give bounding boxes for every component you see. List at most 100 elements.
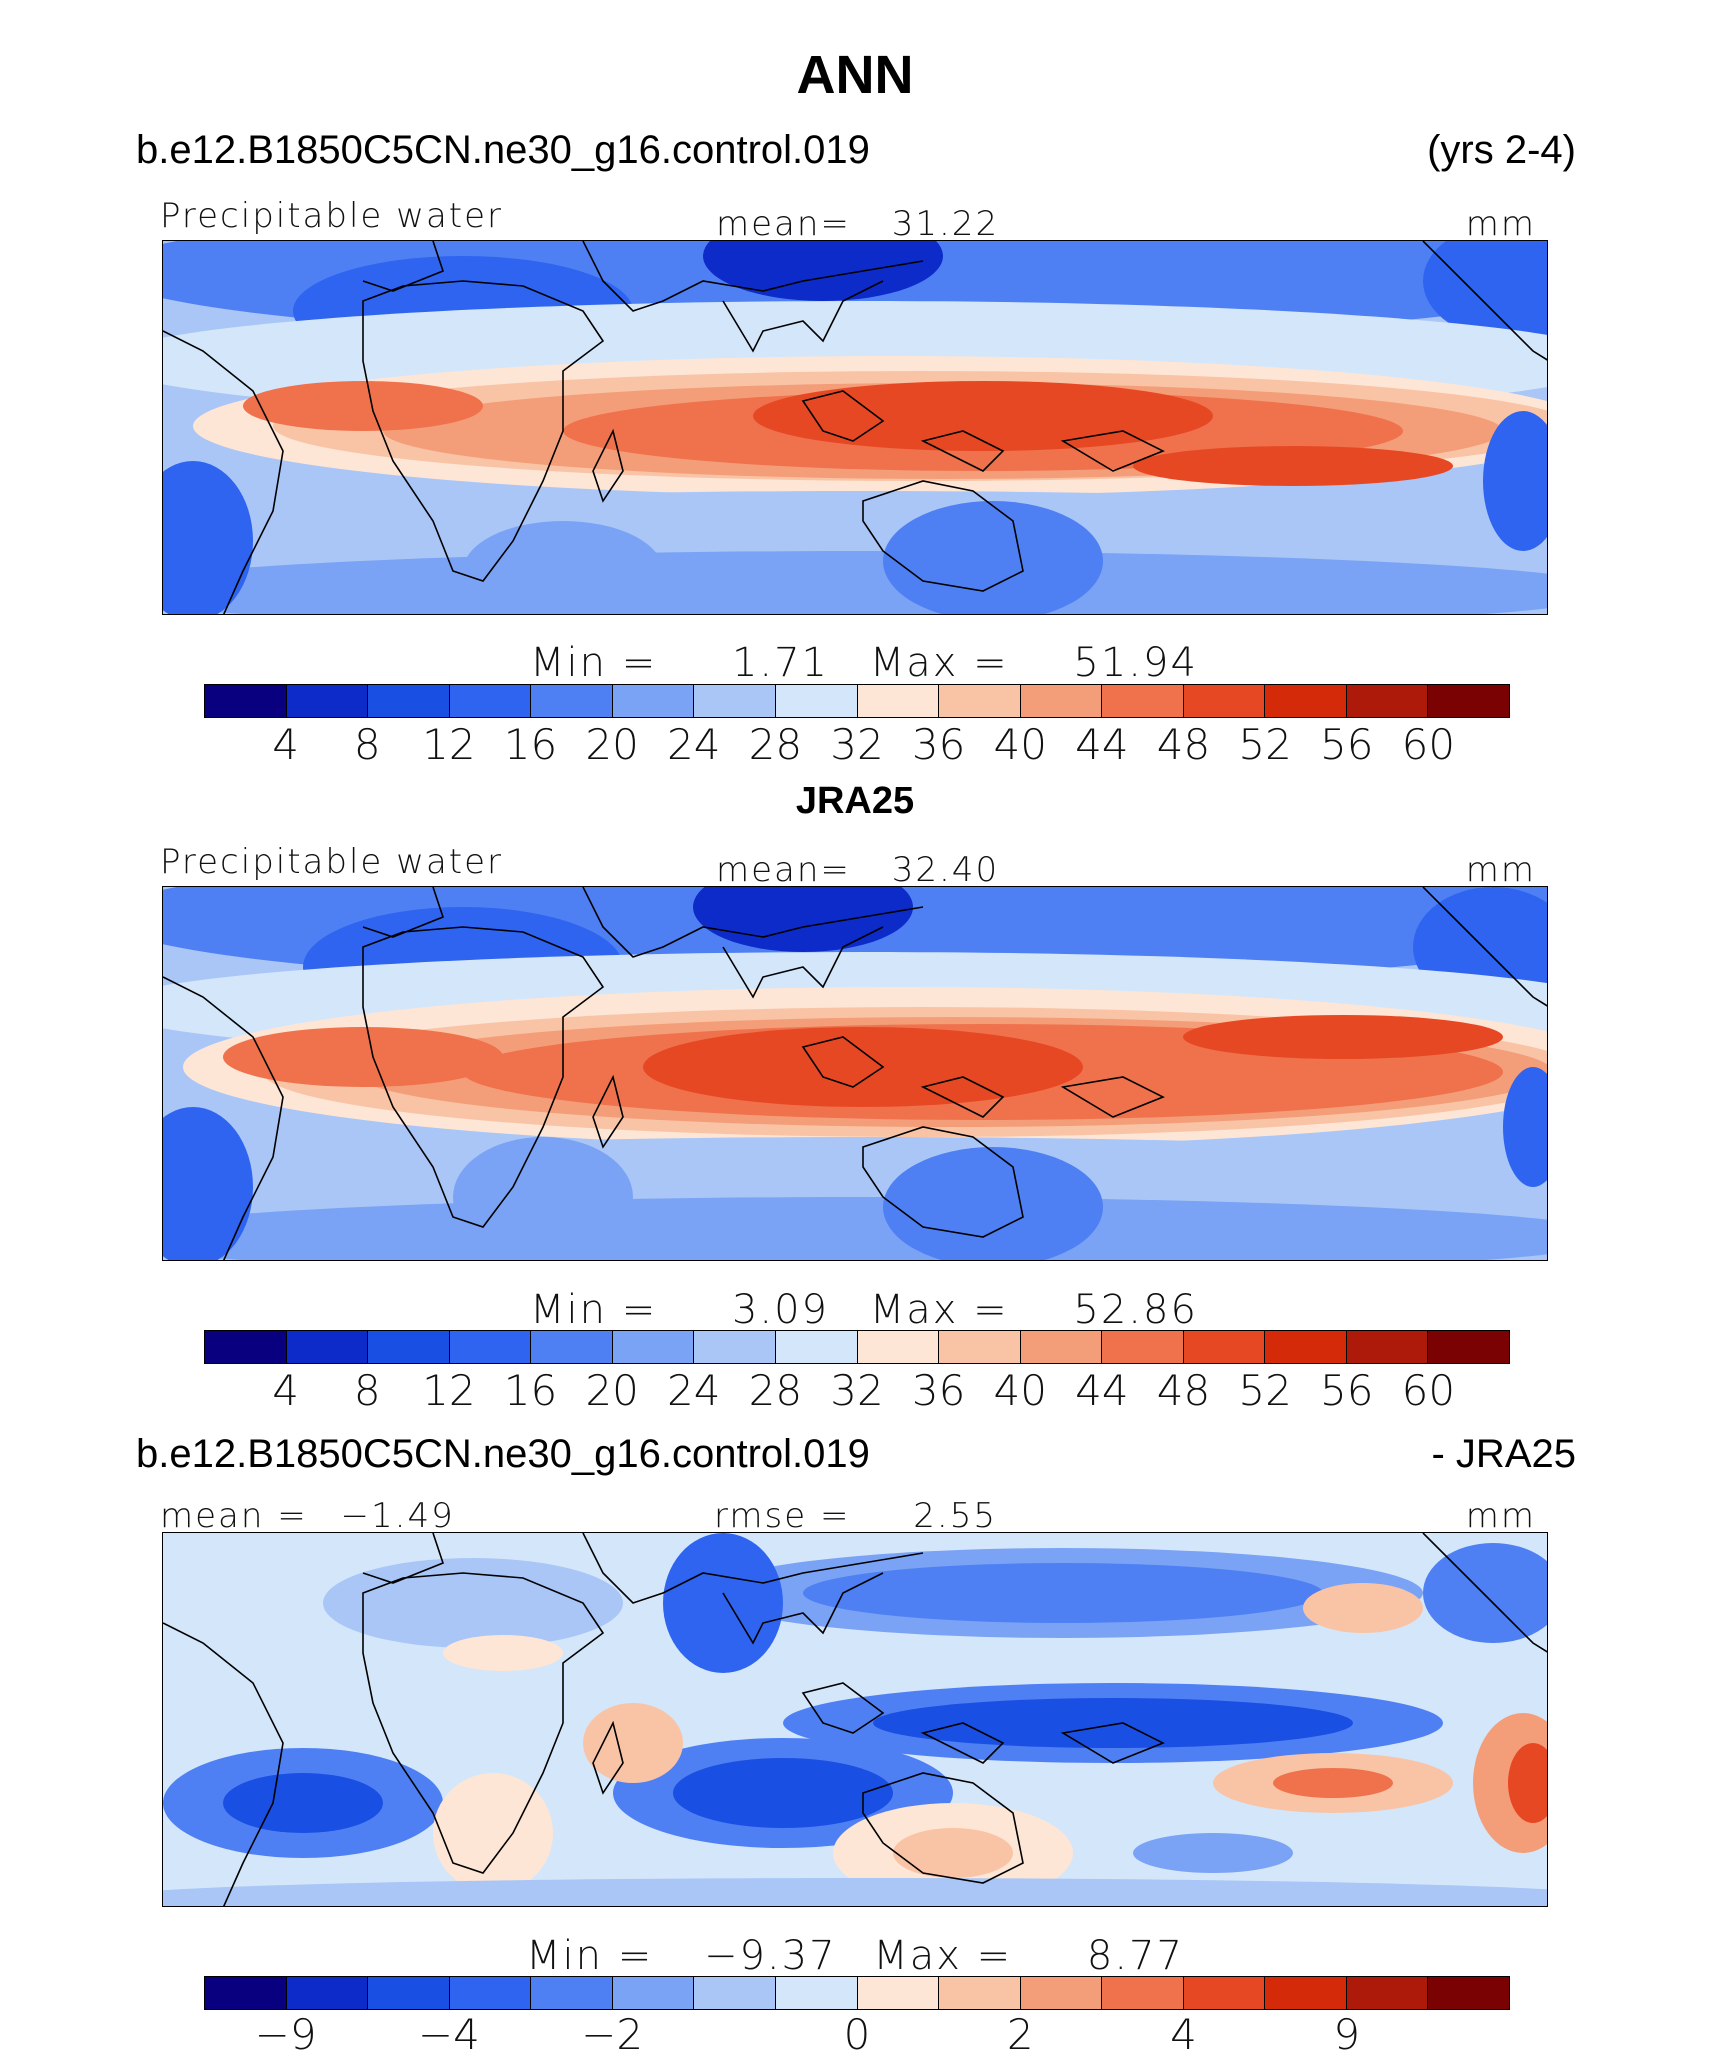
colorbar-tick-label: 16 — [503, 1366, 558, 1415]
colorbar-tick-label: 36 — [911, 1366, 966, 1415]
panel1-max-label: Max = — [869, 640, 1009, 686]
panel2-header: JRA25 — [795, 780, 915, 822]
panel1-max-value: 51.94 — [1073, 640, 1198, 686]
panel3-rmse-label: rmse = — [714, 1496, 851, 1536]
colorbar-swatch — [449, 1331, 532, 1363]
panel3-map — [162, 1532, 1548, 1907]
panel1-map — [162, 240, 1548, 615]
colorbar-tick-label: 20 — [585, 720, 639, 769]
colorbar-swatch — [1428, 1977, 1509, 2009]
colorbar-swatch — [286, 1977, 369, 2009]
colorbar-swatch — [531, 1331, 613, 1363]
colorbar-swatch — [857, 685, 940, 717]
colorbar-swatch — [205, 685, 287, 717]
colorbar-swatch — [694, 1331, 776, 1363]
panel3-header-left: b.e12.B1850C5CN.ne30_g16.control.019 — [136, 1432, 870, 1476]
colorbar-swatch — [1265, 685, 1347, 717]
colorbar-tick-label: 56 — [1320, 720, 1374, 769]
colorbar-swatch — [939, 685, 1021, 717]
panel1-units: mm — [1465, 204, 1536, 244]
colorbar-tick-label: 24 — [667, 1366, 721, 1415]
colorbar-tick-label: 44 — [1075, 720, 1129, 769]
colorbar-swatch — [1102, 685, 1184, 717]
case-name: b.e12.B1850C5CN.ne30_g16.control.019 — [136, 128, 870, 172]
colorbar-swatch — [939, 1331, 1021, 1363]
panel2-colorbar — [204, 1330, 1510, 1364]
panel1-mean-label: mean= — [716, 204, 851, 244]
colorbar-tick-label: 12 — [422, 720, 476, 769]
colorbar-tick-label: 24 — [667, 720, 721, 769]
colorbar-swatch — [1020, 1977, 1103, 2009]
colorbar-tick-label: 4 — [272, 1366, 299, 1415]
panel3-min-value: −9.37 — [703, 1933, 837, 1979]
colorbar-tick-label: 8 — [353, 720, 381, 769]
panel2-mean-value: 32.40 — [891, 850, 1000, 890]
colorbar-swatch — [1020, 1331, 1103, 1363]
colorbar-swatch — [612, 685, 695, 717]
panel1-colorbar — [204, 684, 1510, 718]
colorbar-swatch — [1265, 1331, 1347, 1363]
panel3-rmse: rmse = 2.55 — [714, 1496, 997, 1536]
panel1-mean-value: 31.22 — [891, 204, 1000, 244]
colorbar-swatch — [449, 685, 532, 717]
colorbar-tick-label: 36 — [911, 720, 966, 769]
panel1-field — [163, 241, 1547, 614]
colorbar-tick-label: −9 — [254, 2010, 317, 2059]
colorbar-swatch — [205, 1977, 287, 2009]
colorbar-tick-label: 32 — [830, 720, 884, 769]
colorbar-swatch — [612, 1977, 695, 2009]
panel1-min-label: Min = — [530, 640, 658, 686]
colorbar-swatch — [1183, 1977, 1266, 2009]
panel2-minmax: Min = 3.09 Max = 52.86 — [530, 1287, 1198, 1333]
colorbar-swatch — [368, 1977, 450, 2009]
colorbar-swatch — [1102, 1977, 1184, 2009]
panel2-field — [163, 887, 1547, 1260]
panel3-units: mm — [1465, 1496, 1536, 1536]
colorbar-swatch — [1183, 1331, 1266, 1363]
colorbar-swatch — [449, 1977, 532, 2009]
panel3-mean: mean = −1.49 — [160, 1496, 455, 1536]
panel1-variable: Precipitable water — [160, 196, 504, 236]
years-label: (yrs 2-4) — [1427, 128, 1576, 172]
colorbar-tick-label: 40 — [993, 1366, 1047, 1415]
panel3-minmax: Min = −9.37 Max = 8.77 — [526, 1933, 1184, 1979]
colorbar-swatch — [1428, 1331, 1509, 1363]
panel3-rmse-value: 2.55 — [913, 1496, 997, 1536]
panel2-units: mm — [1465, 850, 1536, 890]
colorbar-tick-label: 20 — [585, 1366, 639, 1415]
colorbar-swatch — [531, 685, 613, 717]
colorbar-swatch — [1265, 1977, 1347, 2009]
colorbar-swatch — [531, 1977, 613, 2009]
colorbar-swatch — [368, 1331, 450, 1363]
panel2-max-value: 52.86 — [1073, 1287, 1198, 1333]
panel2-map — [162, 886, 1548, 1261]
colorbar-swatch — [857, 1331, 940, 1363]
panel3-max-value: 8.77 — [1086, 1933, 1184, 1979]
colorbar-tick-label: 2 — [1006, 2010, 1034, 2059]
colorbar-swatch — [775, 1331, 858, 1363]
colorbar-swatch — [694, 1977, 776, 2009]
colorbar-tick-label: 8 — [353, 1366, 381, 1415]
colorbar-tick-label: 60 — [1401, 1366, 1456, 1415]
colorbar-swatch — [205, 1331, 287, 1363]
colorbar-swatch — [775, 1977, 858, 2009]
colorbar-tick-label: 56 — [1320, 1366, 1374, 1415]
colorbar-swatch — [939, 1977, 1021, 2009]
colorbar-tick-label: 28 — [748, 720, 803, 769]
panel2-max-label: Max = — [869, 1287, 1009, 1333]
panel3-max-label: Max = — [873, 1933, 1013, 1979]
colorbar-swatch — [286, 1331, 369, 1363]
colorbar-tick-label: −4 — [417, 2010, 480, 2059]
panel2-min-label: Min = — [530, 1287, 658, 1333]
colorbar-swatch — [1428, 685, 1509, 717]
colorbar-tick-label: 4 — [272, 720, 299, 769]
colorbar-swatch — [694, 685, 776, 717]
colorbar-swatch — [1183, 685, 1266, 717]
colorbar-tick-label: 52 — [1238, 1366, 1292, 1415]
panel3-mean-value: −1.49 — [340, 1496, 455, 1536]
colorbar-tick-label: 52 — [1238, 720, 1292, 769]
panel3-mean-label: mean = — [160, 1496, 308, 1536]
panel2-min-value: 3.09 — [731, 1287, 829, 1333]
colorbar-tick-label: 4 — [1170, 2010, 1197, 2059]
panel2-variable: Precipitable water — [160, 842, 504, 882]
